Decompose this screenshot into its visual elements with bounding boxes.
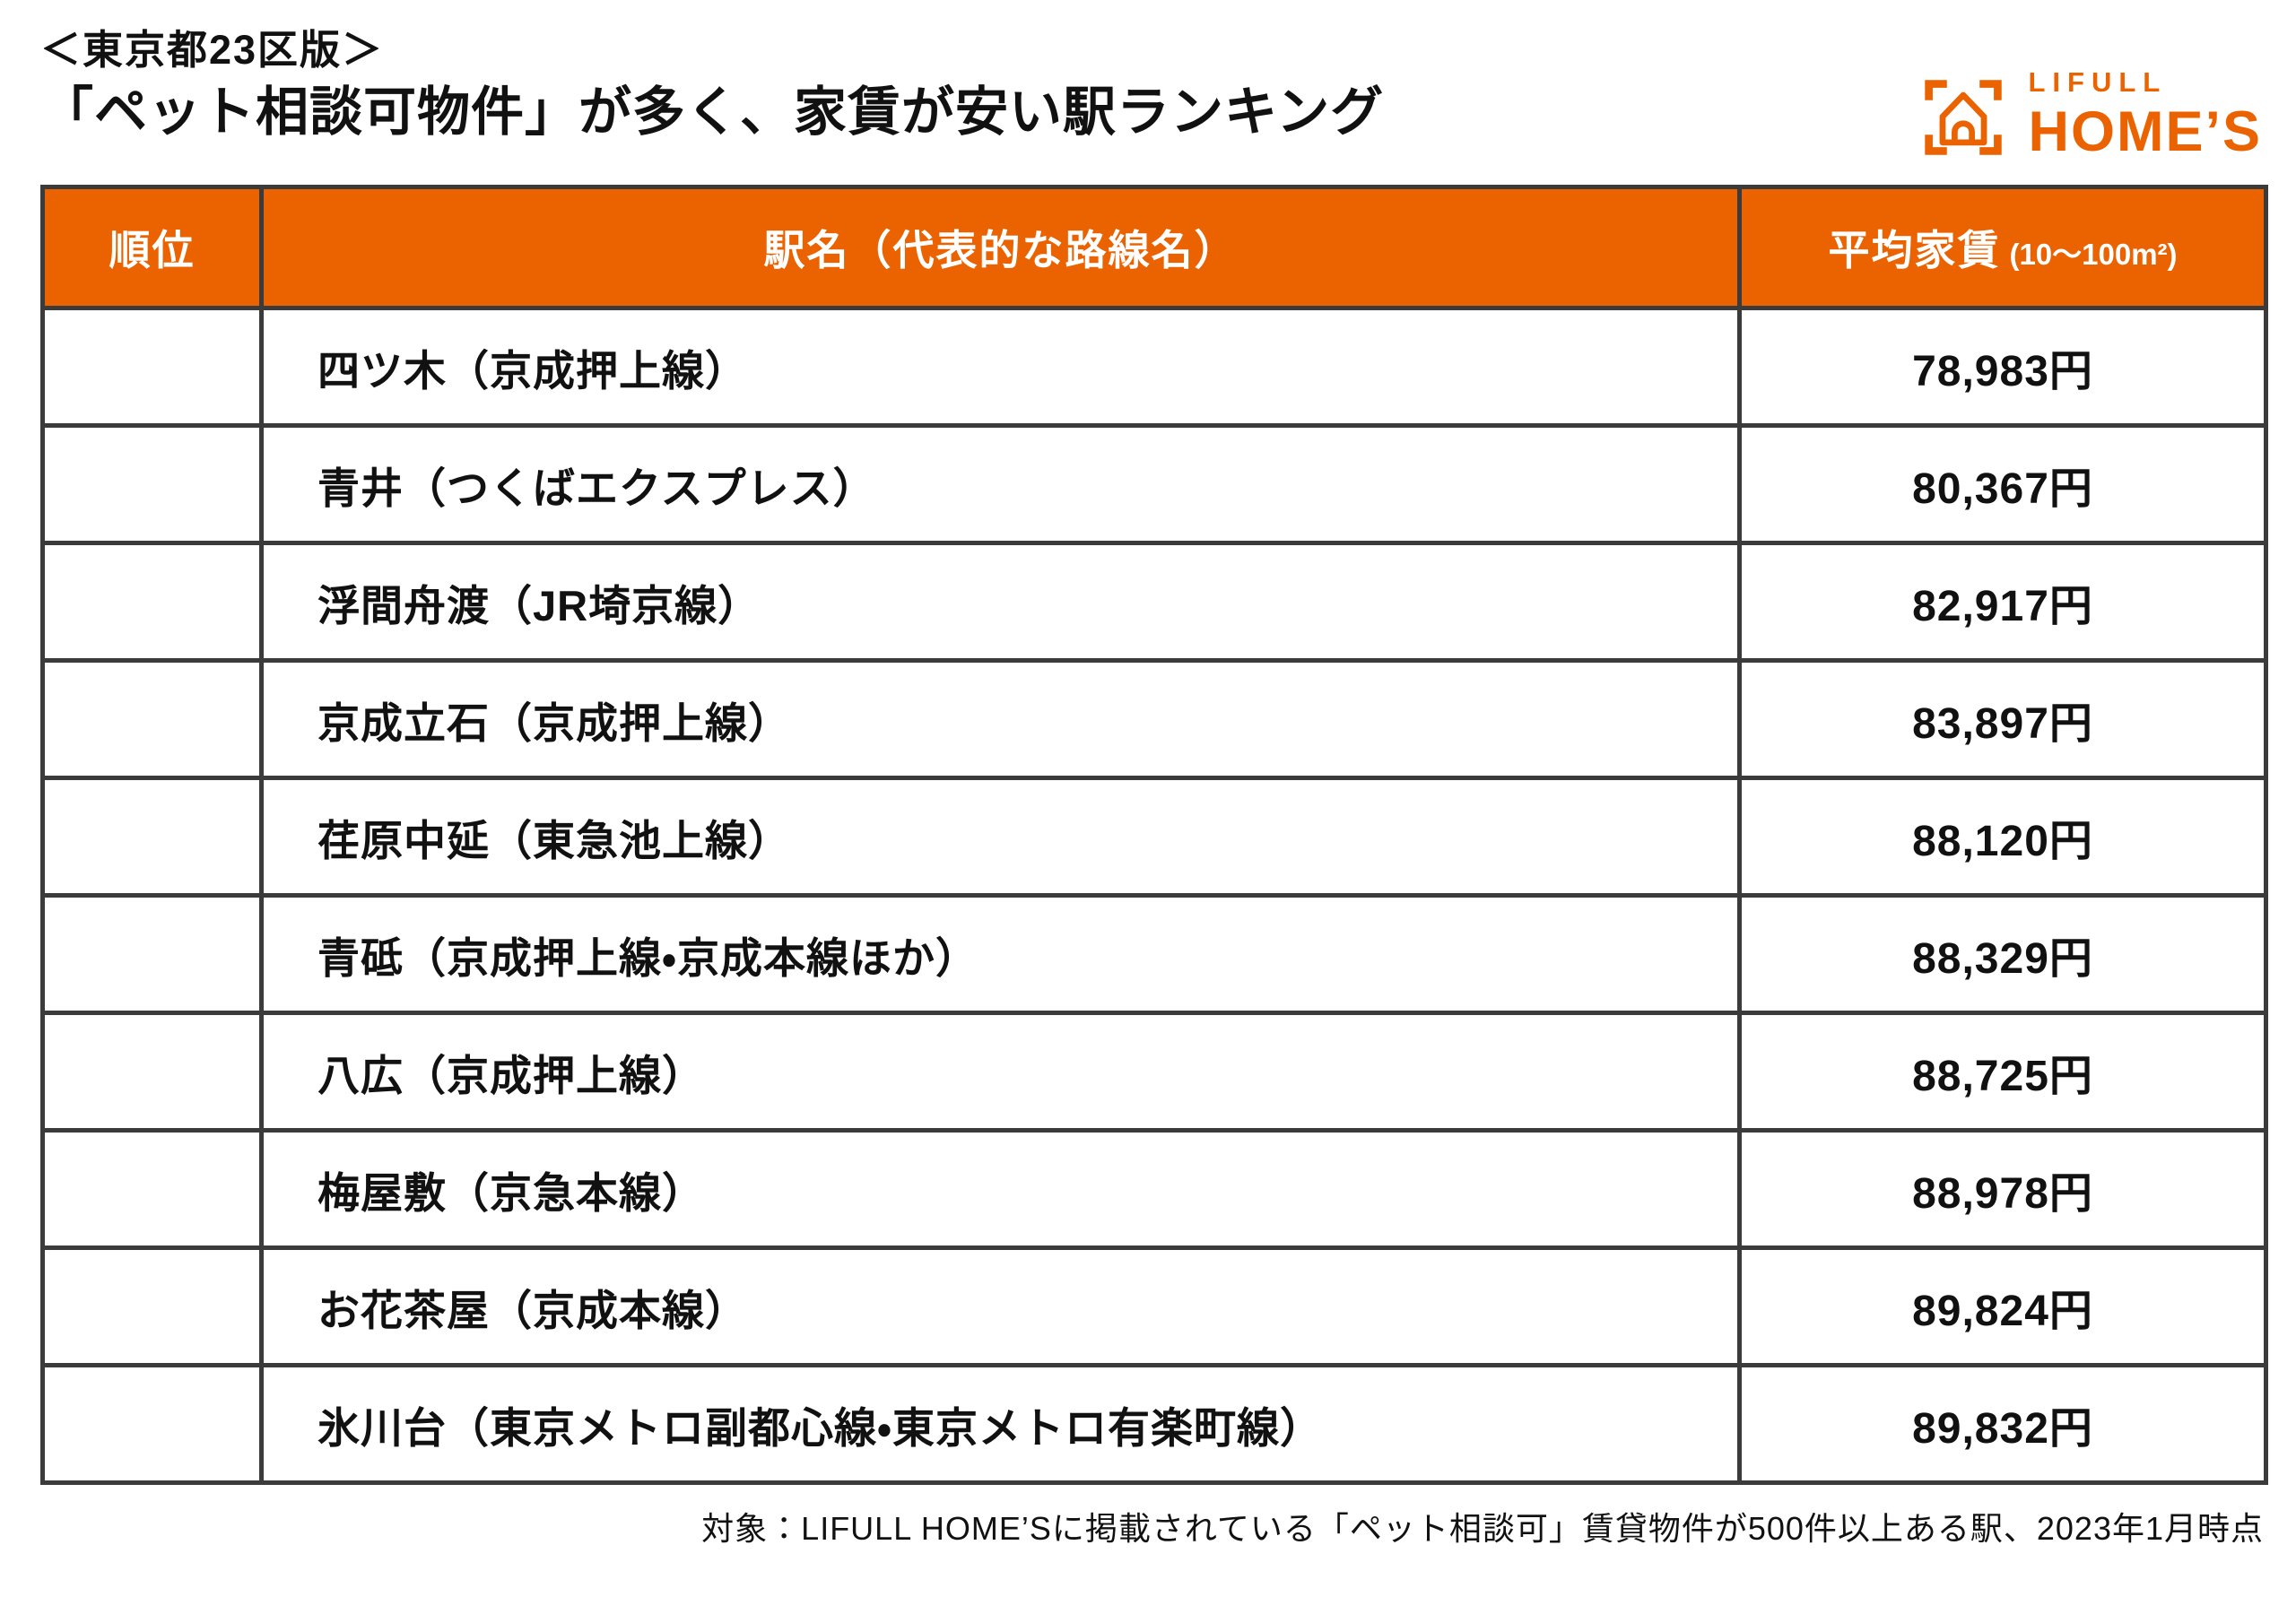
ranking-table: 順位 駅名（代表的な路線名） 平均家賃 (10～100m²) 1 四ツ木（京成押上… — [40, 185, 2268, 1485]
house-viewfinder-icon — [1925, 80, 2003, 155]
title-block: ＜東京都23区版＞ 「ペット相談可物件」が多く、家賃が安い駅ランキング — [40, 27, 1384, 144]
rank-cell: 8 — [40, 1128, 264, 1250]
table-row: 1 四ツ木（京成押上線） 78,983円 — [40, 306, 2268, 428]
station-cell: 青砥（京成押上線・京成本線ほか） — [259, 893, 1742, 1015]
station-cell: 梅屋敷（京急本線） — [259, 1128, 1742, 1250]
station-cell: 浮間舟渡（JR埼京線） — [259, 541, 1742, 663]
rent-cell: 83,897円 — [1737, 658, 2268, 780]
rank-cell: 1 — [40, 306, 264, 428]
station-cell: 荏原中延（東急池上線） — [259, 776, 1742, 898]
table-row: 9 お花茶屋（京成本線） 89,824円 — [40, 1245, 2268, 1367]
lifull-homes-logo: LIFULL HOME’S — [1920, 68, 2262, 161]
station-cell: 八広（京成押上線） — [259, 1011, 1742, 1133]
station-cell: 京成立石（京成押上線） — [259, 658, 1742, 780]
station-cell: 四ツ木（京成押上線） — [259, 306, 1742, 428]
rank-cell: 10 — [40, 1363, 264, 1485]
logo-text-homes: HOME’S — [2028, 100, 2262, 163]
rank-cell: 2 — [40, 423, 264, 545]
rent-cell: 89,824円 — [1737, 1245, 2268, 1367]
rent-cell: 80,367円 — [1737, 423, 2268, 545]
table-header-row: 順位 駅名（代表的な路線名） 平均家賃 (10～100m²) — [40, 185, 2268, 310]
station-cell: 氷川台（東京メトロ副都心線・東京メトロ有楽町線） — [259, 1363, 1742, 1485]
logo-text-lifull: LIFULL — [2028, 66, 2168, 98]
rank-cell: 4 — [40, 658, 264, 780]
table-row: 10 氷川台（東京メトロ副都心線・東京メトロ有楽町線） 89,832円 — [40, 1363, 2268, 1485]
logo-wordmark: LIFULL HOME’S — [2028, 68, 2262, 161]
table-row: 5 荏原中延（東急池上線） 88,120円 — [40, 776, 2268, 898]
table-row: 2 青井（つくばエクスプレス） 80,367円 — [40, 423, 2268, 545]
footer-note: 対象：LIFULL HOME’Sに掲載されている「ペット相談可」賃貸物件が500… — [701, 1510, 2264, 1547]
rank-cell: 6 — [40, 893, 264, 1015]
station-cell: お花茶屋（京成本線） — [259, 1245, 1742, 1367]
rent-cell: 89,832円 — [1737, 1363, 2268, 1485]
header-band: ＜東京都23区版＞ 「ペット相談可物件」が多く、家賃が安い駅ランキング LIFU… — [40, 27, 2264, 161]
rank-cell: 7 — [40, 1011, 264, 1133]
rent-cell: 78,983円 — [1737, 306, 2268, 428]
rent-cell: 88,978円 — [1737, 1128, 2268, 1250]
table-row: 8 梅屋敷（京急本線） 88,978円 — [40, 1128, 2268, 1250]
column-header-rent-unit: (10～100m²) — [2009, 238, 2178, 271]
table-row: 6 青砥（京成押上線・京成本線ほか） 88,329円 — [40, 893, 2268, 1015]
rent-cell: 88,329円 — [1737, 893, 2268, 1015]
rank-cell: 5 — [40, 776, 264, 898]
column-header-station: 駅名（代表的な路線名） — [259, 185, 1742, 310]
rent-cell: 88,120円 — [1737, 776, 2268, 898]
rent-cell: 82,917円 — [1737, 541, 2268, 663]
rank-cell: 3 — [40, 541, 264, 663]
column-header-rank: 順位 — [40, 185, 264, 310]
table-row: 3 浮間舟渡（JR埼京線） 82,917円 — [40, 541, 2268, 663]
page-subtitle: ＜東京都23区版＞ — [40, 27, 385, 73]
station-cell: 青井（つくばエクスプレス） — [259, 423, 1742, 545]
page-title: 「ペット相談可物件」が多く、家賃が安い駅ランキング — [40, 82, 1385, 142]
table-row: 4 京成立石（京成押上線） 83,897円 — [40, 658, 2268, 780]
column-header-rent-label: 平均家賃 — [1828, 227, 2001, 273]
rank-cell: 9 — [40, 1245, 264, 1367]
rent-cell: 88,725円 — [1737, 1011, 2268, 1133]
column-header-rent: 平均家賃 (10～100m²) — [1737, 185, 2268, 310]
table-row: 7 八広（京成押上線） 88,725円 — [40, 1011, 2268, 1133]
